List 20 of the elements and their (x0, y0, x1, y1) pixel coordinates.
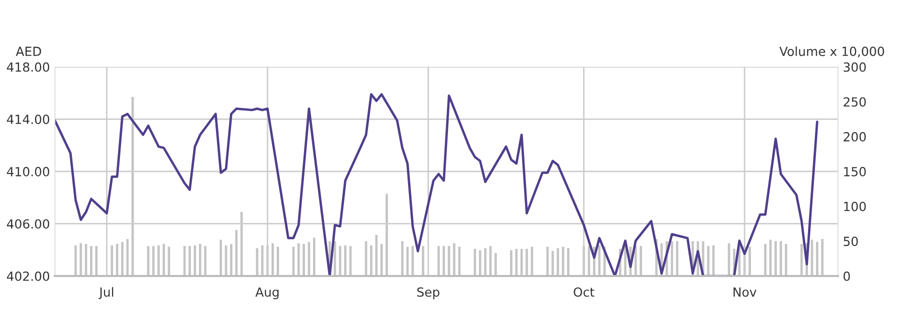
y2-axis-title: Volume x 10,000 (779, 46, 884, 58)
y-tick-label: 402.00 (6, 271, 50, 281)
y2-tick-label: 300 (844, 62, 866, 72)
y-tick-label: 414.00 (6, 114, 50, 124)
y2-tick-label: 100 (844, 202, 866, 212)
x-tick-label: Jul (98, 287, 114, 300)
y-tick-label: 418.00 (6, 62, 50, 72)
y2-tick-label: 0 (844, 271, 850, 281)
y2-tick-label: 200 (844, 132, 866, 142)
y-tick-label: 410.00 (6, 166, 50, 176)
x-tick-label: Oct (574, 287, 594, 297)
y2-tick-label: 150 (844, 166, 866, 176)
x-tick-label: Sep (417, 287, 440, 300)
x-tick-label: Aug (255, 287, 279, 300)
y2-tick-label: 50 (844, 236, 858, 246)
x-tick-label: Nov (734, 287, 756, 297)
y-axis-title: AED (16, 46, 42, 56)
line-series (54, 93, 818, 276)
y-tick-label: 406.00 (6, 219, 50, 229)
y2-tick-label: 250 (844, 97, 866, 107)
